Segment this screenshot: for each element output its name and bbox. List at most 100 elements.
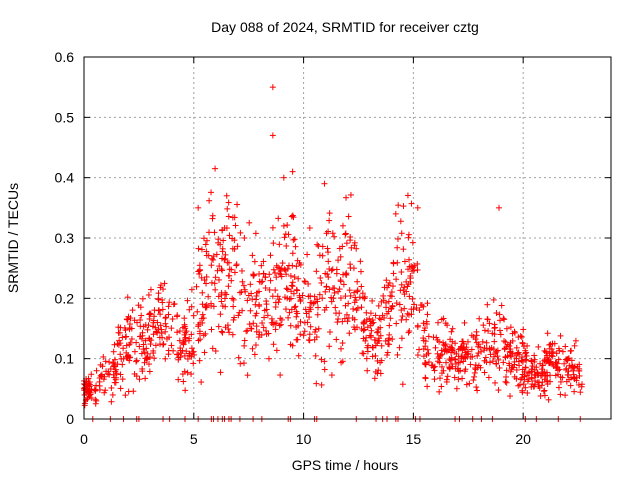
data-point bbox=[423, 320, 430, 327]
data-point bbox=[337, 295, 344, 302]
data-point bbox=[188, 371, 195, 378]
x-tick-label: 5 bbox=[190, 431, 198, 447]
data-point bbox=[138, 312, 145, 319]
data-point bbox=[218, 266, 225, 273]
data-point bbox=[367, 310, 374, 317]
data-point bbox=[88, 395, 95, 402]
data-point bbox=[124, 294, 131, 301]
data-point bbox=[157, 311, 164, 318]
data-point bbox=[404, 192, 411, 199]
data-point bbox=[159, 341, 166, 348]
data-point bbox=[149, 323, 156, 330]
data-point bbox=[202, 330, 209, 337]
data-point bbox=[453, 385, 460, 392]
data-point bbox=[190, 312, 197, 319]
data-point bbox=[521, 373, 528, 380]
data-point bbox=[184, 369, 191, 376]
data-point bbox=[466, 380, 473, 387]
data-point bbox=[471, 369, 478, 376]
data-point bbox=[228, 277, 235, 284]
data-point bbox=[205, 293, 212, 300]
data-point bbox=[196, 330, 203, 337]
outlier-point bbox=[289, 168, 296, 175]
data-point bbox=[112, 366, 119, 373]
data-point bbox=[496, 327, 503, 334]
data-point bbox=[275, 299, 282, 306]
data-point bbox=[196, 270, 203, 277]
data-point bbox=[443, 376, 450, 383]
data-point bbox=[313, 380, 320, 387]
data-point bbox=[260, 270, 267, 277]
data-point bbox=[516, 381, 523, 388]
data-point bbox=[325, 228, 332, 235]
data-point bbox=[521, 343, 528, 350]
data-point bbox=[142, 375, 149, 382]
data-point bbox=[108, 384, 115, 391]
data-points bbox=[81, 84, 586, 422]
data-point bbox=[343, 194, 350, 201]
data-point bbox=[144, 350, 151, 357]
data-point bbox=[273, 274, 280, 281]
data-point bbox=[247, 281, 254, 288]
data-point bbox=[234, 243, 241, 250]
data-point bbox=[561, 360, 568, 367]
data-point bbox=[545, 396, 552, 403]
data-point bbox=[276, 296, 283, 303]
data-point bbox=[279, 260, 286, 267]
data-point bbox=[261, 314, 268, 321]
data-point bbox=[571, 388, 578, 395]
data-point bbox=[353, 307, 360, 314]
data-point bbox=[547, 372, 554, 379]
data-point bbox=[333, 270, 340, 277]
data-point bbox=[267, 252, 274, 259]
data-point bbox=[206, 229, 213, 236]
data-point bbox=[209, 345, 216, 352]
data-point bbox=[347, 191, 354, 198]
data-point bbox=[408, 311, 415, 318]
data-point bbox=[503, 367, 510, 374]
data-point bbox=[326, 217, 333, 224]
data-point bbox=[305, 336, 312, 343]
data-point bbox=[304, 251, 311, 258]
data-point bbox=[215, 293, 222, 300]
data-point bbox=[414, 266, 421, 273]
data-point bbox=[141, 359, 148, 366]
data-point bbox=[155, 290, 162, 297]
data-point bbox=[377, 370, 384, 377]
data-point bbox=[206, 197, 213, 204]
data-point bbox=[448, 328, 455, 335]
data-point bbox=[326, 343, 333, 350]
outlier-point bbox=[321, 180, 328, 187]
data-point bbox=[540, 388, 547, 395]
data-point bbox=[235, 354, 242, 361]
data-point bbox=[493, 360, 500, 367]
data-point bbox=[449, 345, 456, 352]
data-point bbox=[182, 387, 189, 394]
data-point bbox=[397, 218, 404, 225]
data-point bbox=[184, 297, 191, 304]
data-point bbox=[329, 230, 336, 237]
data-point bbox=[259, 320, 266, 327]
data-point bbox=[231, 269, 238, 276]
data-point bbox=[344, 318, 351, 325]
data-point bbox=[210, 253, 217, 260]
data-point bbox=[164, 335, 171, 342]
data-point bbox=[143, 345, 150, 352]
data-point bbox=[446, 365, 453, 372]
data-point bbox=[244, 297, 251, 304]
data-point bbox=[264, 312, 271, 319]
data-point bbox=[313, 296, 320, 303]
data-point bbox=[518, 333, 525, 340]
data-point bbox=[237, 229, 244, 236]
data-point bbox=[438, 316, 445, 323]
data-point bbox=[496, 364, 503, 371]
data-point bbox=[321, 306, 328, 313]
data-point bbox=[472, 362, 479, 369]
data-point bbox=[211, 229, 218, 236]
data-point bbox=[449, 325, 456, 332]
data-point bbox=[333, 336, 340, 343]
data-point bbox=[326, 210, 333, 217]
data-point bbox=[531, 356, 538, 363]
data-point bbox=[448, 349, 455, 356]
data-point bbox=[567, 374, 574, 381]
